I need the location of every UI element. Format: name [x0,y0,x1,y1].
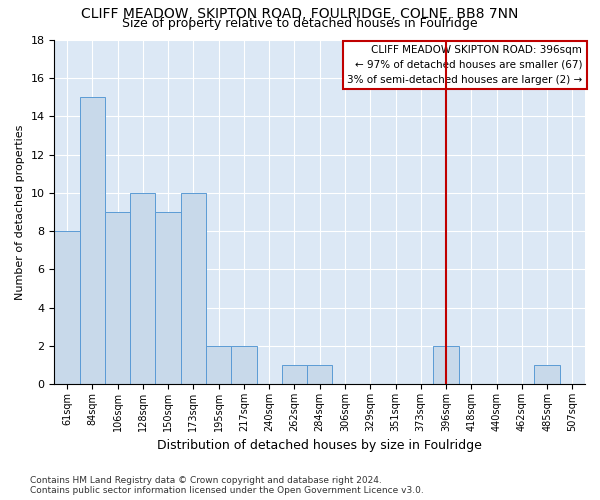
Bar [307,365,332,384]
Bar [155,212,181,384]
Bar [130,193,155,384]
Text: Size of property relative to detached houses in Foulridge: Size of property relative to detached ho… [122,18,478,30]
Bar [181,193,206,384]
Y-axis label: Number of detached properties: Number of detached properties [15,124,25,300]
Bar [206,346,231,384]
Bar [282,365,307,384]
Text: Contains HM Land Registry data © Crown copyright and database right 2024.
Contai: Contains HM Land Registry data © Crown c… [30,476,424,495]
X-axis label: Distribution of detached houses by size in Foulridge: Distribution of detached houses by size … [157,440,482,452]
Bar [105,212,130,384]
Text: CLIFF MEADOW, SKIPTON ROAD, FOULRIDGE, COLNE, BB8 7NN: CLIFF MEADOW, SKIPTON ROAD, FOULRIDGE, C… [82,8,518,22]
Bar [80,98,105,384]
Bar [433,346,458,384]
Bar [55,231,80,384]
Bar [231,346,257,384]
Bar [535,365,560,384]
Text: CLIFF MEADOW SKIPTON ROAD: 396sqm
← 97% of detached houses are smaller (67)
3% o: CLIFF MEADOW SKIPTON ROAD: 396sqm ← 97% … [347,45,583,85]
